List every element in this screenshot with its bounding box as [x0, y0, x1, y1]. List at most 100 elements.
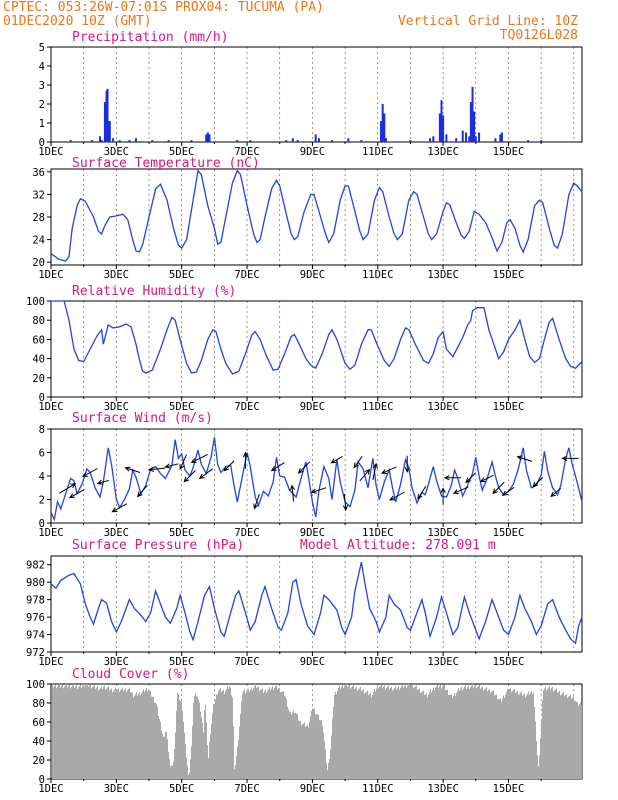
cloud-bar: [533, 692, 534, 779]
cloud-bar: [240, 714, 241, 779]
cloud-bar: [201, 717, 202, 779]
wind-vector-arrow: [353, 456, 363, 469]
cloud-bar: [78, 687, 79, 779]
cloud-bar: [237, 746, 238, 779]
cloud-bar: [306, 725, 307, 779]
header-model-code: TQ0126L028: [500, 28, 578, 43]
precip-bar: [314, 134, 317, 142]
cloud-bar: [288, 709, 289, 779]
y-tick-label: 978: [26, 595, 45, 607]
cloud-bar: [578, 706, 579, 779]
cloud-bar: [160, 722, 161, 779]
cloud-bar: [483, 690, 484, 779]
cloud-bar: [196, 696, 197, 779]
cloud-bar: [113, 691, 114, 779]
cloud-bar: [192, 725, 193, 779]
header-run-date: 01DEC2020 10Z (GMT): [3, 14, 152, 29]
y-tick-label: 6: [39, 448, 45, 460]
cloud-bar: [453, 695, 454, 779]
wind-vector-arrow: [330, 455, 343, 464]
cloud-bar: [446, 689, 447, 779]
cloud-bar: [566, 693, 567, 779]
cloud-bar: [397, 687, 398, 779]
x-tick-label: 15DEC: [493, 656, 525, 668]
cloud-bar: [413, 688, 414, 779]
cloud-bar: [554, 690, 555, 779]
cloud-bar: [140, 695, 141, 779]
cloud-bar: [97, 686, 98, 779]
precip-bar: [474, 136, 477, 142]
cloud-bar: [498, 699, 499, 779]
precip-frame: [50, 46, 583, 143]
cloud-bar: [341, 686, 342, 779]
cloud-bar: [489, 688, 490, 779]
cloud-bar: [472, 684, 473, 779]
cloud-bar: [124, 689, 125, 779]
cloud-bar: [62, 684, 63, 779]
x-tick-label: 13DEC: [427, 656, 459, 668]
cloud-bar: [452, 698, 453, 779]
wind-vector-arrow: [389, 491, 405, 501]
cloud-bar: [557, 692, 558, 779]
cloud-bar: [504, 697, 505, 779]
wind-vector-arrow: [452, 486, 469, 494]
wind-vector-arrow: [242, 451, 249, 469]
cloud-bar: [209, 741, 210, 779]
cloud-bar: [529, 694, 530, 779]
x-tick-label: 15DEC: [493, 783, 525, 795]
cloud-bar: [245, 693, 246, 779]
cloud-bar: [151, 696, 152, 779]
cloud-bar: [93, 685, 94, 779]
cloud-bar: [106, 688, 107, 779]
cloud-bar: [365, 692, 366, 779]
cloud-bar: [560, 695, 561, 779]
cloud-bar: [364, 693, 365, 779]
cloud-bar: [76, 685, 77, 779]
cloud-bar: [335, 691, 336, 779]
cloud-bar: [480, 688, 481, 779]
cloud-bar: [197, 696, 198, 779]
wind-vector-arrow: [550, 488, 562, 498]
x-tick-label: 11DEC: [362, 146, 394, 158]
cloud-bar: [81, 687, 82, 779]
x-tick-label: 9DEC: [300, 656, 325, 668]
cloud-bar: [259, 690, 260, 779]
cloud-bar: [167, 739, 168, 779]
wind-vector-arrow: [59, 483, 77, 494]
cloud-bar: [231, 695, 232, 779]
cloud-bar: [108, 686, 109, 779]
cloud-bar: [503, 695, 504, 779]
x-tick-label: 1DEC: [38, 527, 63, 539]
cloud-bar: [417, 690, 418, 779]
cloud-bar: [315, 714, 316, 779]
x-tick-label: 1DEC: [38, 269, 63, 281]
cloud-bar: [73, 684, 74, 779]
cloud-bar: [440, 684, 441, 779]
precip-bar: [103, 102, 106, 142]
cloud-bar: [521, 691, 522, 779]
cloud-panel: 0 20 40 60 80 100 1DEC 3DEC 5DEC 7DEC 9DEC 11DEC 13D…: [26, 667, 583, 795]
cloud-bar: [131, 692, 132, 779]
cloud-bar: [91, 688, 92, 779]
x-tick-label: 11DEC: [362, 527, 394, 539]
cloud-bar: [125, 688, 126, 779]
cloud-bar: [476, 688, 477, 779]
cloud-bar: [249, 691, 250, 779]
cloud-bar: [311, 710, 312, 779]
cloud-bar: [551, 687, 552, 779]
cloud-bar: [486, 687, 487, 779]
cloud-bar: [555, 689, 556, 779]
precip-title: Precipitation (mm/h): [72, 30, 229, 45]
cloud-bar: [169, 759, 170, 779]
cloud-bar: [469, 688, 470, 779]
cloud-bar: [518, 694, 519, 779]
cloud-bar: [58, 685, 59, 779]
x-tick-label: 5DEC: [169, 269, 194, 281]
cloud-bar: [531, 691, 532, 779]
x-tick-label: 7DEC: [234, 656, 259, 668]
cloud-bar: [256, 687, 257, 779]
cloud-bar: [250, 689, 251, 779]
cloud-bar: [257, 687, 258, 779]
cloud-bar: [211, 723, 212, 779]
cloud-bar: [516, 691, 517, 779]
